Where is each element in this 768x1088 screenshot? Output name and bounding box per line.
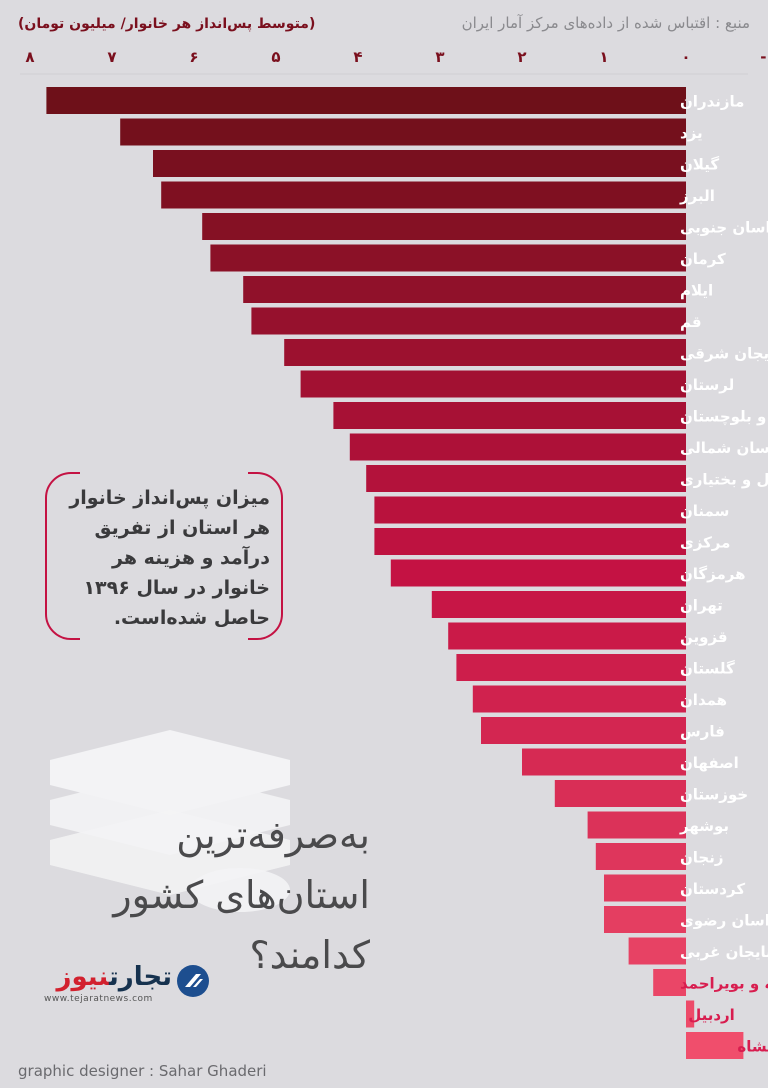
axis-unit-label: (متوسط پس‌انداز هر خانوار/ میلیون تومان) — [18, 16, 316, 32]
methodology-note: میزان پس‌انداز خانوار هر استان از تفریق … — [69, 487, 270, 629]
bar-category-label: خراسان رضوی — [680, 912, 768, 930]
bar — [374, 528, 686, 555]
title-line-1: به‌صرفه‌ترین — [176, 813, 370, 857]
bar — [604, 874, 686, 902]
bar — [587, 811, 686, 839]
bar-category-label: بوشهر — [679, 817, 729, 835]
x-tick-label: ۳ — [435, 48, 444, 66]
note-frame-gap-top — [80, 468, 248, 476]
bar — [390, 559, 686, 587]
bar — [153, 150, 686, 177]
main-title: به‌صرفه‌ترین استان‌های کشور کدامند؟ — [40, 805, 370, 985]
bar — [120, 118, 686, 146]
x-tick-label: ۷ — [107, 48, 116, 66]
bar — [472, 685, 686, 713]
title-line-3: کدامند؟ — [249, 933, 370, 977]
bar — [161, 181, 686, 209]
x-tick-label: ۵ — [271, 48, 280, 66]
x-tick-label: ۸ — [25, 48, 34, 66]
bar-category-label: گیلان — [680, 156, 719, 174]
logo-name: تجارتنیوز — [52, 962, 173, 992]
bar — [374, 496, 686, 524]
logo-url: www.tejaratnews.com — [44, 994, 153, 1004]
bar — [284, 339, 686, 366]
x-tick-label: ۴ — [353, 48, 362, 66]
bar — [686, 1032, 744, 1059]
bar — [604, 906, 686, 933]
money-stack-icon — [50, 730, 290, 912]
bar-category-label: لرستان — [680, 376, 734, 394]
bar — [686, 1000, 695, 1028]
bar-category-label: سیستان و بلوچستان — [680, 408, 768, 427]
logo-name-part1: تجارت — [109, 962, 172, 992]
bar — [300, 370, 686, 398]
bar — [595, 843, 686, 870]
x-tick-label: ۶ — [189, 48, 198, 66]
bar-category-label: فارس — [680, 723, 725, 741]
bar — [202, 213, 686, 240]
bar-category-label: سمنان — [680, 502, 729, 520]
source-note: منبع : اقتباس شده از داده‌های مرکز آمار … — [461, 14, 750, 32]
bar-category-label: مرکزی — [680, 534, 730, 552]
tejaratnews-logo: تجارتنیوز www.tejaratnews.com — [44, 960, 214, 1010]
bar — [366, 465, 686, 492]
bar-category-label: ایلام — [680, 282, 713, 300]
bar-category-label: آذربایجان شرقی — [680, 345, 768, 363]
logo-name-part2: نیوز — [56, 962, 110, 992]
bar — [456, 654, 686, 681]
bar — [349, 433, 686, 461]
bar — [448, 622, 686, 650]
bar — [251, 307, 686, 335]
x-tick-label: -۱ — [760, 48, 768, 66]
bar-category-label: قم — [680, 313, 702, 331]
bar-category-label: اردبیل — [688, 1006, 735, 1024]
bar-category-label: همدان — [680, 691, 727, 709]
bar — [46, 87, 686, 114]
bar-category-label: کرمانشاه — [737, 1038, 768, 1056]
bar-category-label: زنجان — [680, 849, 724, 867]
bar-category-label: البرز — [679, 187, 715, 205]
designer-credit: graphic designer : Sahar Ghaderi — [18, 1062, 267, 1080]
note-frame-gap-bottom — [80, 636, 248, 644]
bar — [554, 780, 686, 807]
x-tick-label: ۰ — [681, 48, 690, 66]
title-line-2: استان‌های کشور — [113, 873, 370, 917]
bar — [628, 937, 686, 965]
bar-category-label: مازندران — [680, 93, 744, 111]
bar-category-label: یزد — [680, 124, 703, 142]
bar — [481, 717, 686, 744]
bar-category-label: کردستان — [680, 880, 745, 898]
bar-category-label: تهران — [680, 597, 723, 615]
bar-category-label: اصفهان — [680, 754, 739, 772]
bar — [243, 276, 686, 303]
bar — [210, 244, 686, 272]
x-tick-label: ۱ — [599, 48, 608, 66]
logo-emblem-icon — [177, 965, 209, 997]
bar-category-label: آذربایجان غربی — [680, 943, 768, 961]
bar-category-label: چهارمحال و بختیاری — [680, 471, 768, 490]
bar-category-label: قزوین — [680, 628, 728, 646]
bar-category-label: کرمان — [680, 250, 726, 268]
bar-category-label: هرمزگان — [680, 565, 746, 583]
bar-category-label: خراسان شمالی — [680, 439, 768, 457]
bar — [333, 402, 686, 429]
bar-category-label: خراسان جنوبی — [680, 219, 768, 237]
bar-category-label: کهگلویه و بویراحمد — [680, 975, 768, 993]
x-tick-label: ۲ — [517, 48, 526, 66]
bar-category-label: گلستان — [680, 660, 735, 678]
bar — [522, 748, 686, 776]
bar — [653, 969, 686, 996]
bar — [431, 591, 686, 618]
bar-category-label: خوزستان — [680, 786, 748, 804]
